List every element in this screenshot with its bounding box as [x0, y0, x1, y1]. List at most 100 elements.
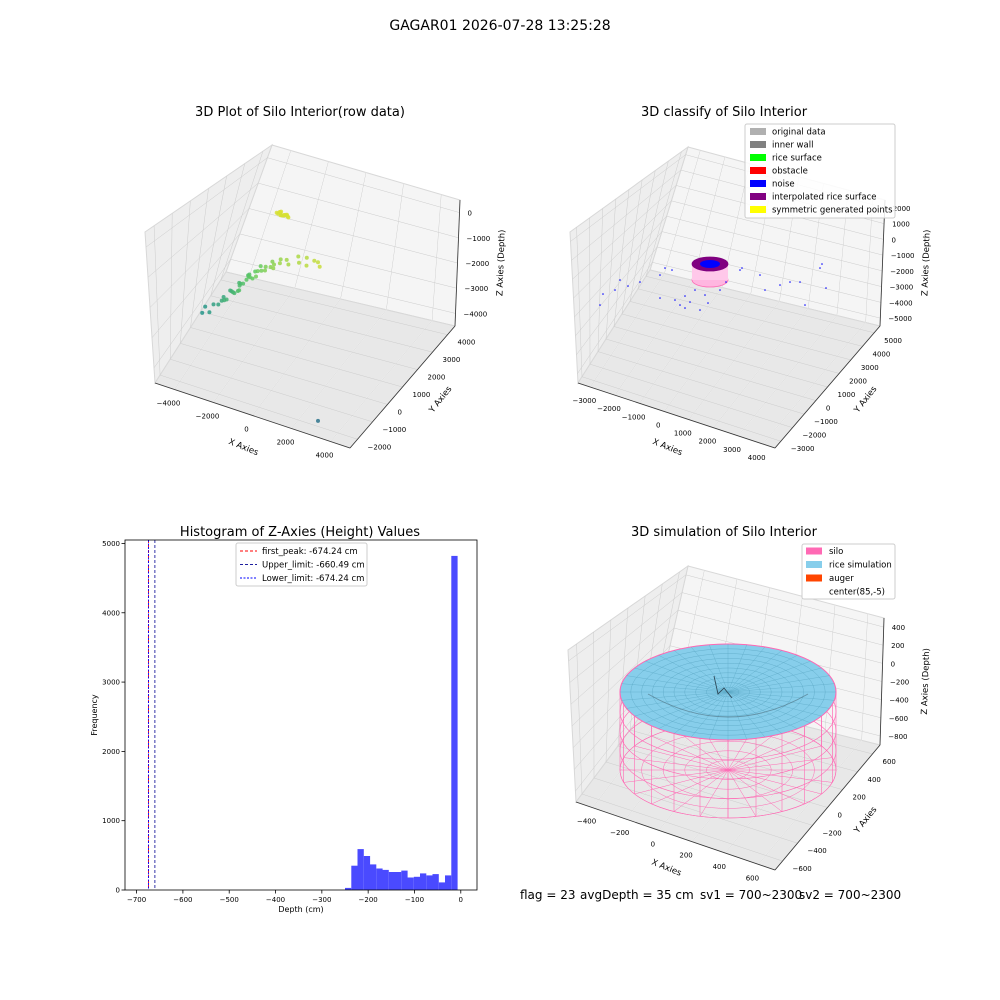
- p4-silo-floor-spoke: [727, 769, 805, 805]
- p1-xtick-label: −2000: [196, 413, 220, 421]
- p4-rice-radial: [727, 691, 835, 701]
- p1-point: [316, 418, 320, 423]
- p4-ztick-label: −200: [890, 679, 909, 687]
- p4-legend-frame: [801, 543, 896, 600]
- panel-classify-3d: 3D classify of Silo Interior−3000−2000−1…: [569, 105, 933, 462]
- p2-legend-swatch: [750, 154, 766, 161]
- p2-legend-swatch: [750, 128, 766, 135]
- p2-noise-point: [689, 301, 691, 303]
- p2-legend-label: obstacle: [772, 167, 808, 177]
- p4-silo-floor-spoke: [727, 769, 783, 812]
- p2-ygrid-line: [613, 189, 828, 388]
- p1-point: [304, 263, 309, 268]
- p3-bar: [351, 865, 358, 890]
- p4-rice-radial: [673, 691, 729, 734]
- p2-ylabel: Y Axies: [852, 384, 880, 416]
- p2-noise-point: [779, 284, 781, 286]
- p1-point: [221, 295, 226, 299]
- p2-noise-point: [764, 289, 766, 291]
- p1-xgrid-line: [252, 172, 367, 416]
- p1-point: [296, 254, 301, 259]
- p1-ytick-label: 1000: [413, 391, 431, 399]
- panel-raw-data-3d: 3D Plot of Silo Interior(row data) −4000 −…: [144, 105, 508, 460]
- p4-silo-floor-spoke: [727, 769, 833, 783]
- p1-ygrid-line: [153, 225, 358, 440]
- p3-legend-frame: [235, 542, 368, 587]
- p4-rice-dip-shadow: [647, 693, 809, 718]
- p4-xtick-label: 600: [746, 874, 759, 882]
- p3-bar: [370, 864, 377, 890]
- p1-xtick-label: 4000: [316, 452, 334, 460]
- status-flag: flag = 23: [520, 888, 576, 902]
- p4-legend-swatch: [806, 588, 822, 595]
- p3-legend-label: Upper_limit: -660.49 cm: [262, 561, 365, 571]
- p3-bar: [401, 870, 408, 890]
- p2-ytick-label: 2000: [849, 377, 867, 385]
- p2-xgrid-line: [762, 196, 873, 445]
- p4-rice-radial: [709, 691, 729, 740]
- p1-point: [312, 258, 317, 263]
- panel-histogram: Histogram of Z-Axies (Height) Values −700…: [90, 525, 478, 914]
- p1-point: [232, 291, 237, 296]
- p1-point: [277, 210, 282, 214]
- p4-rice-radial: [645, 691, 729, 724]
- p1-ygrid-line: [210, 163, 433, 353]
- p3-axes-frame: [124, 539, 478, 891]
- p1-point: [284, 257, 289, 262]
- p1-point: [263, 264, 268, 269]
- p1-point: [216, 302, 221, 307]
- p2-ygrid-line: [621, 180, 840, 374]
- p3-xtick-label: −200: [359, 896, 378, 904]
- p4-silo-floor-spoke: [727, 745, 822, 771]
- p4-rice-radial: [634, 691, 729, 717]
- p4-rice-radial: [727, 691, 766, 738]
- p4-rice-radial: [727, 667, 822, 693]
- status-sv1: sv1 = 700~2300: [700, 888, 803, 902]
- p4-rice-radial: [727, 646, 766, 693]
- p4-legend-label: rice simulation: [829, 561, 892, 571]
- p2-ygrid-line: [629, 170, 851, 361]
- p2-noise-point: [674, 299, 676, 301]
- p4-ygrid-line: [593, 631, 798, 844]
- p4-silo-floor-spoke: [673, 769, 729, 812]
- p3-ytick-label: 5000: [102, 540, 120, 548]
- p1-point: [304, 255, 309, 260]
- p1-x-axis-line: [154, 382, 351, 449]
- p3-ylabel: Frequency: [90, 694, 99, 736]
- panel-2-title: 3D classify of Silo Interior: [641, 105, 808, 120]
- p1-ygrid-line: [169, 213, 373, 423]
- p3-bar: [382, 869, 389, 890]
- p2-xgrid-line: [713, 183, 824, 428]
- p3-legend-label: Lower_limit: -674.24 cm: [262, 574, 364, 584]
- p3-bar: [395, 872, 402, 890]
- p1-point: [241, 281, 246, 286]
- p1-point: [317, 264, 322, 269]
- p1-ytick-label: 3000: [443, 356, 461, 364]
- p2-xgrid-line: [590, 150, 701, 388]
- p2-noise-point: [725, 281, 727, 283]
- p1-ytick-label: 0: [398, 408, 402, 416]
- panel-4-title: 3D simulation of Silo Interior: [631, 525, 818, 540]
- p3-bar: [357, 849, 364, 890]
- p2-zgrid-line: [573, 200, 883, 299]
- p2-ztick-label: 0: [891, 236, 895, 244]
- p2-ztick-label: −4000: [889, 299, 913, 307]
- p2-noise-point: [619, 279, 621, 281]
- p2-ytick-label: 5000: [884, 337, 902, 345]
- p2-noise-point: [602, 293, 604, 295]
- p2-noise-point: [659, 274, 661, 276]
- p1-ztick-label: −3000: [465, 285, 489, 293]
- p3-xtick-label: −700: [127, 896, 146, 904]
- panel-simulation-3d: 3D simulation of Silo Interior −400 −200 0 2…: [567, 525, 932, 882]
- status-avg-depth: avgDepth = 35 cm: [580, 888, 694, 902]
- p4-legend-swatch: [806, 574, 822, 582]
- p3-bar: [420, 873, 427, 890]
- p1-point: [244, 277, 249, 282]
- figure-title: GAGAR01 2026-07-28 13:25:28: [389, 18, 611, 34]
- p2-legend-label: interpolated rice surface: [772, 193, 877, 203]
- p2-ygrid-line: [597, 208, 805, 415]
- p1-point: [272, 262, 276, 267]
- p3-bar: [438, 882, 446, 890]
- p2-x-axis-line: [577, 382, 776, 449]
- p1-ygrid-line: [220, 151, 448, 335]
